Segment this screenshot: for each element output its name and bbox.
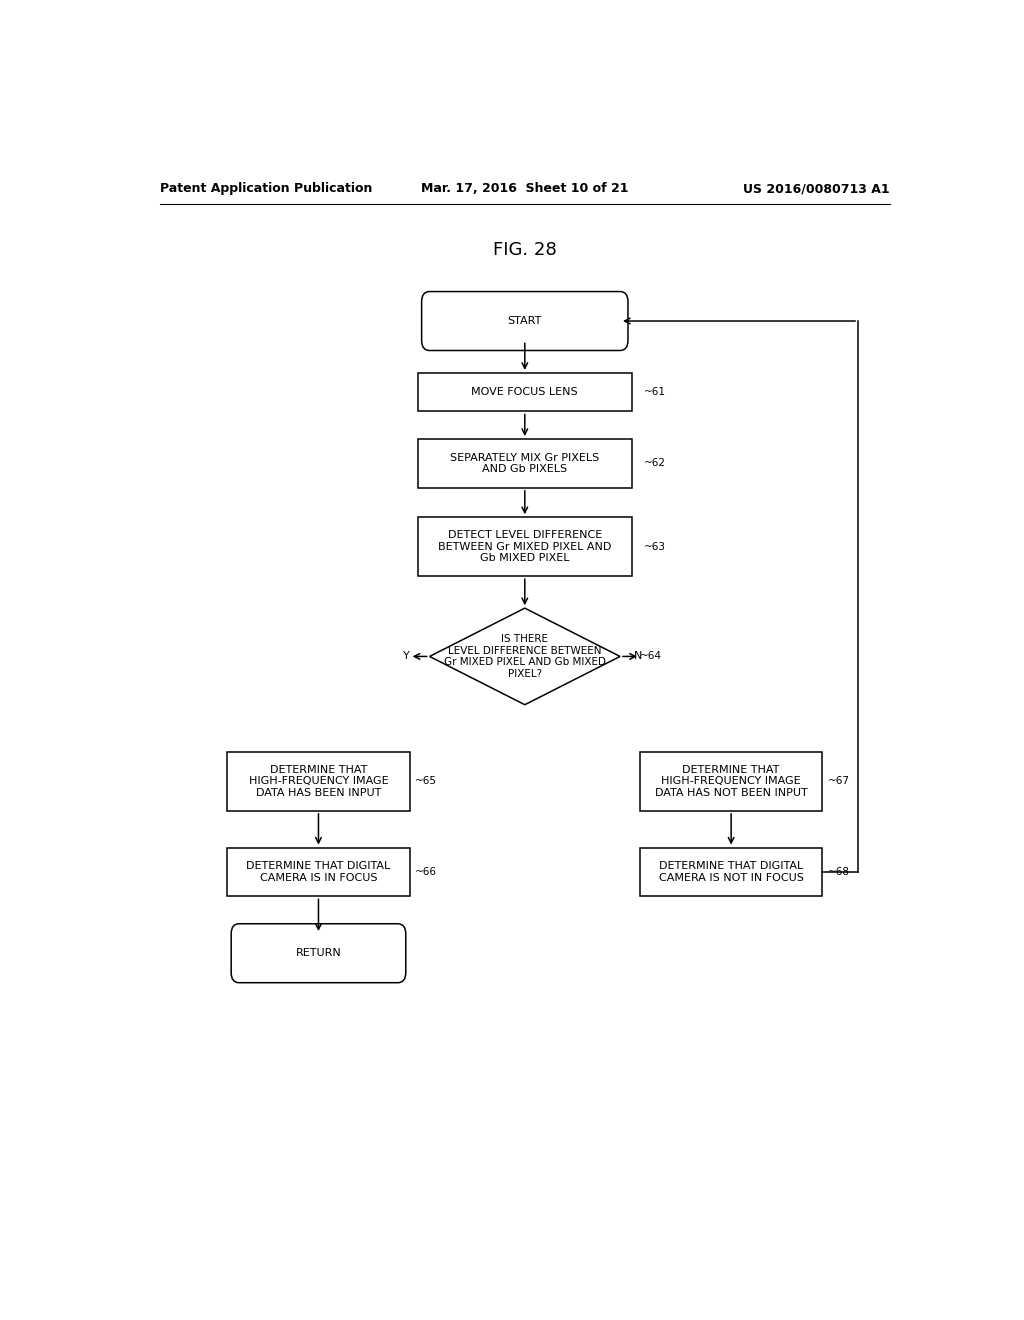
Text: ~66: ~66 [416, 867, 437, 876]
FancyBboxPatch shape [422, 292, 628, 351]
Text: Patent Application Publication: Patent Application Publication [160, 182, 372, 195]
Bar [418, 517, 632, 576]
Bar [640, 752, 822, 810]
Text: SEPARATELY MIX Gr PIXELS
AND Gb PIXELS: SEPARATELY MIX Gr PIXELS AND Gb PIXELS [451, 453, 599, 474]
Text: ~68: ~68 [828, 867, 850, 876]
Bar [227, 752, 410, 810]
Text: Y: Y [403, 652, 410, 661]
Text: US 2016/0080713 A1: US 2016/0080713 A1 [743, 182, 890, 195]
Text: Mar. 17, 2016  Sheet 10 of 21: Mar. 17, 2016 Sheet 10 of 21 [421, 182, 629, 195]
Text: DETECT LEVEL DIFFERENCE
BETWEEN Gr MIXED PIXEL AND
Gb MIXED PIXEL: DETECT LEVEL DIFFERENCE BETWEEN Gr MIXED… [438, 531, 611, 564]
Text: DETERMINE THAT DIGITAL
CAMERA IS IN FOCUS: DETERMINE THAT DIGITAL CAMERA IS IN FOCU… [247, 861, 390, 883]
Text: RETURN: RETURN [296, 948, 341, 958]
Text: FIG. 28: FIG. 28 [493, 240, 557, 259]
Bar [418, 372, 632, 412]
Polygon shape [430, 609, 620, 705]
Text: ~61: ~61 [644, 387, 666, 397]
Text: DETERMINE THAT DIGITAL
CAMERA IS NOT IN FOCUS: DETERMINE THAT DIGITAL CAMERA IS NOT IN … [658, 861, 804, 883]
Text: DETERMINE THAT
HIGH-FREQUENCY IMAGE
DATA HAS NOT BEEN INPUT: DETERMINE THAT HIGH-FREQUENCY IMAGE DATA… [654, 764, 808, 799]
Bar [418, 440, 632, 487]
Text: MOVE FOCUS LENS: MOVE FOCUS LENS [471, 387, 579, 397]
Text: DETERMINE THAT
HIGH-FREQUENCY IMAGE
DATA HAS BEEN INPUT: DETERMINE THAT HIGH-FREQUENCY IMAGE DATA… [249, 764, 388, 799]
Text: N: N [634, 652, 643, 661]
Bar [227, 847, 410, 896]
Text: ~67: ~67 [828, 776, 850, 787]
Text: IS THERE
LEVEL DIFFERENCE BETWEEN
Gr MIXED PIXEL AND Gb MIXED
PIXEL?: IS THERE LEVEL DIFFERENCE BETWEEN Gr MIX… [443, 634, 606, 678]
Text: ~65: ~65 [416, 776, 437, 787]
Bar [640, 847, 822, 896]
Text: START: START [508, 315, 542, 326]
Text: ~62: ~62 [644, 458, 666, 469]
Text: ~64: ~64 [640, 652, 662, 661]
Text: ~63: ~63 [644, 541, 666, 552]
FancyBboxPatch shape [231, 924, 406, 982]
